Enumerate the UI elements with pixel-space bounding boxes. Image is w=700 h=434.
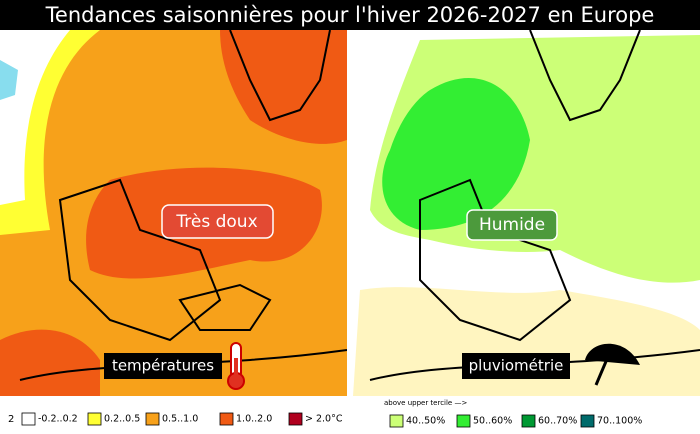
legend-label: 0.2..0.5 (104, 414, 140, 425)
legend-swatch (21, 412, 36, 426)
legend-label: 40..50% (406, 416, 445, 427)
map-badge: Très doux (175, 212, 257, 232)
caption-box (462, 353, 570, 379)
legend-label: 60..70% (538, 416, 577, 427)
thermometer-icon (227, 342, 245, 390)
map-caption: pluviométrie (469, 357, 564, 375)
legend-swatch (87, 412, 102, 426)
legend-swatch (219, 412, 234, 426)
legend-label: -0.2..0.2 (38, 414, 78, 425)
precipitation-map (353, 29, 700, 396)
legend-swatch (456, 414, 471, 428)
legend-label: 70..100% (597, 416, 642, 427)
legend-swatch (288, 412, 303, 426)
legend-label: 50..60% (473, 416, 512, 427)
map-caption: températures (112, 357, 214, 375)
legend-prefix: 2 (8, 414, 14, 425)
badge-box (161, 204, 274, 239)
legend-label: 1.0..2.0 (236, 414, 272, 425)
caption-box (104, 353, 222, 379)
legend-swatch (580, 414, 595, 428)
title: Tendances saisonnières pour l'hiver 2026… (45, 3, 655, 27)
title-bar (0, 0, 700, 30)
legend-swatch (145, 412, 160, 426)
legends: 2 -0.2..0.2 0.2..0.5 0.5..1.0 1.0..2.0 > 2.0°… (8, 399, 642, 428)
legend-prefix: above upper tercile —> (384, 399, 467, 407)
legend-label: 0.5..1.0 (162, 414, 198, 425)
legend-swatch (521, 414, 536, 428)
umbrella-icon (585, 343, 640, 386)
map-badge: Humide (479, 215, 545, 235)
badge-box (466, 209, 558, 241)
legend-label: > 2.0°C (305, 414, 343, 425)
legend-swatch (389, 414, 404, 428)
